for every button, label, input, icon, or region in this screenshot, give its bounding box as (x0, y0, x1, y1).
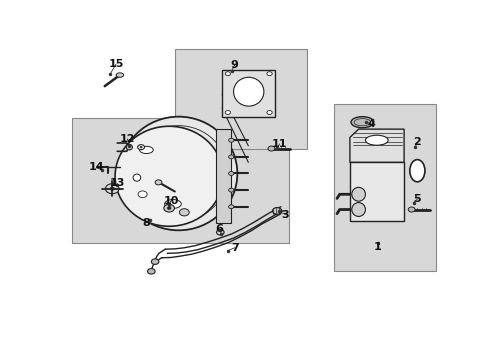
Text: 1: 1 (373, 242, 381, 252)
Ellipse shape (120, 117, 237, 230)
Ellipse shape (115, 126, 223, 226)
Ellipse shape (266, 111, 272, 114)
Ellipse shape (138, 145, 144, 150)
Ellipse shape (151, 259, 159, 264)
Polygon shape (349, 129, 403, 162)
Ellipse shape (267, 146, 274, 151)
Ellipse shape (139, 146, 153, 153)
Bar (222, 69, 275, 117)
Ellipse shape (179, 209, 189, 216)
Ellipse shape (351, 187, 365, 201)
Text: 15: 15 (108, 59, 123, 69)
Ellipse shape (155, 180, 162, 185)
Ellipse shape (216, 229, 224, 235)
Text: 10: 10 (163, 195, 178, 206)
Ellipse shape (138, 191, 147, 198)
Bar (216, 129, 231, 223)
Ellipse shape (105, 184, 119, 194)
Text: 7: 7 (230, 243, 238, 253)
Bar (175, 49, 307, 149)
Ellipse shape (228, 188, 233, 192)
Ellipse shape (365, 135, 387, 145)
Text: 13: 13 (109, 177, 124, 188)
Ellipse shape (350, 117, 373, 128)
Ellipse shape (233, 77, 264, 106)
Text: 4: 4 (367, 120, 375, 129)
Text: 12: 12 (120, 134, 135, 144)
Ellipse shape (147, 269, 155, 274)
Ellipse shape (164, 199, 181, 208)
Text: 2: 2 (413, 137, 420, 147)
Ellipse shape (126, 144, 132, 150)
Ellipse shape (407, 207, 414, 212)
Text: 9: 9 (230, 60, 238, 70)
Text: 3: 3 (281, 210, 289, 220)
Text: 11: 11 (271, 139, 287, 149)
Ellipse shape (266, 72, 272, 76)
Ellipse shape (228, 205, 233, 209)
Text: 14: 14 (88, 162, 104, 172)
Bar (72, 118, 288, 243)
Ellipse shape (110, 187, 114, 190)
Ellipse shape (272, 208, 281, 214)
Text: 8: 8 (142, 218, 150, 228)
Ellipse shape (116, 73, 123, 77)
Ellipse shape (409, 159, 424, 182)
Ellipse shape (225, 72, 230, 76)
Ellipse shape (133, 174, 141, 181)
Ellipse shape (225, 111, 230, 114)
Bar (333, 104, 435, 270)
Polygon shape (349, 162, 403, 221)
Ellipse shape (163, 204, 174, 212)
Ellipse shape (228, 172, 233, 175)
Text: 6: 6 (215, 225, 223, 234)
Ellipse shape (351, 203, 365, 216)
Text: 5: 5 (413, 194, 420, 204)
Ellipse shape (228, 155, 233, 159)
Ellipse shape (167, 207, 171, 210)
Ellipse shape (140, 146, 142, 148)
Ellipse shape (228, 138, 233, 142)
